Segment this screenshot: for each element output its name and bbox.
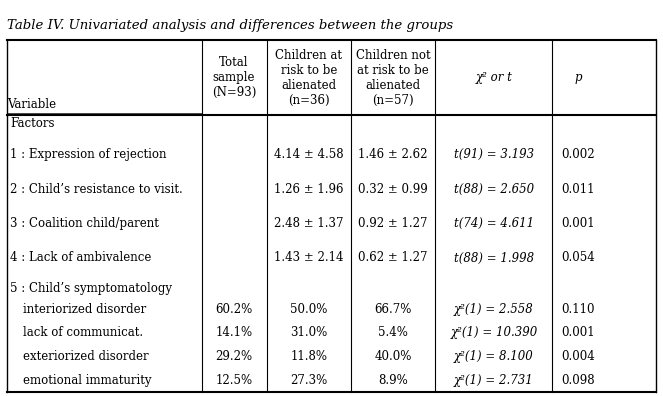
- Text: 12.5%: 12.5%: [215, 374, 253, 386]
- Text: 29.2%: 29.2%: [215, 350, 253, 363]
- Text: 14.1%: 14.1%: [215, 326, 253, 339]
- Text: 0.92 ± 1.27: 0.92 ± 1.27: [359, 217, 428, 230]
- Text: t(91) = 3.193: t(91) = 3.193: [454, 148, 534, 161]
- Text: χ²(1) = 10.390: χ²(1) = 10.390: [450, 326, 538, 339]
- Text: 0.001: 0.001: [562, 326, 595, 339]
- Text: 50.0%: 50.0%: [290, 303, 328, 316]
- Text: 5.4%: 5.4%: [379, 326, 408, 339]
- Text: 0.001: 0.001: [562, 217, 595, 230]
- Text: 66.7%: 66.7%: [375, 303, 412, 316]
- Text: 1.43 ± 2.14: 1.43 ± 2.14: [274, 251, 343, 265]
- Text: Variable: Variable: [7, 98, 56, 111]
- Text: t(74) = 4.611: t(74) = 4.611: [454, 217, 534, 230]
- Text: t(88) = 2.650: t(88) = 2.650: [454, 183, 534, 196]
- Text: 60.2%: 60.2%: [215, 303, 253, 316]
- Text: emotional immaturity: emotional immaturity: [23, 374, 152, 386]
- Text: Children at
risk to be
alienated
(n=36): Children at risk to be alienated (n=36): [275, 49, 342, 107]
- Text: 0.054: 0.054: [562, 251, 595, 265]
- Text: interiorized disorder: interiorized disorder: [23, 303, 147, 316]
- Text: Table IV. Univariated analysis and differences between the groups: Table IV. Univariated analysis and diffe…: [7, 19, 453, 32]
- Text: exteriorized disorder: exteriorized disorder: [23, 350, 149, 363]
- Text: χ²(1) = 2.731: χ²(1) = 2.731: [454, 374, 534, 386]
- Text: 0.002: 0.002: [562, 148, 595, 161]
- Text: 4 : Lack of ambivalence: 4 : Lack of ambivalence: [10, 251, 151, 265]
- Text: 27.3%: 27.3%: [290, 374, 328, 386]
- Text: Total
sample
(N=93): Total sample (N=93): [212, 56, 256, 99]
- Text: 1 : Expression of rejection: 1 : Expression of rejection: [10, 148, 166, 161]
- Text: lack of communicat.: lack of communicat.: [23, 326, 143, 339]
- Text: χ²(1) = 8.100: χ²(1) = 8.100: [454, 350, 534, 363]
- Text: 0.004: 0.004: [562, 350, 595, 363]
- Text: Factors: Factors: [10, 117, 54, 130]
- Text: 1.26 ± 1.96: 1.26 ± 1.96: [274, 183, 343, 196]
- Text: χ²(1) = 2.558: χ²(1) = 2.558: [454, 303, 534, 316]
- Text: 0.32 ± 0.99: 0.32 ± 0.99: [358, 183, 428, 196]
- Text: 2 : Child’s resistance to visit.: 2 : Child’s resistance to visit.: [10, 183, 183, 196]
- Text: t(88) = 1.998: t(88) = 1.998: [454, 251, 534, 265]
- Text: 11.8%: 11.8%: [290, 350, 328, 363]
- Text: Children not
at risk to be
alienated
(n=57): Children not at risk to be alienated (n=…: [356, 49, 430, 107]
- Text: 40.0%: 40.0%: [375, 350, 412, 363]
- Text: p: p: [575, 71, 582, 84]
- Text: 0.011: 0.011: [562, 183, 595, 196]
- Text: 0.098: 0.098: [562, 374, 595, 386]
- Text: 5 : Child’s symptomatology: 5 : Child’s symptomatology: [10, 282, 172, 295]
- Text: 3 : Coalition child/parent: 3 : Coalition child/parent: [10, 217, 159, 230]
- Text: 0.62 ± 1.27: 0.62 ± 1.27: [359, 251, 428, 265]
- Text: 4.14 ± 4.58: 4.14 ± 4.58: [274, 148, 343, 161]
- Text: 0.110: 0.110: [562, 303, 595, 316]
- Text: 2.48 ± 1.37: 2.48 ± 1.37: [274, 217, 343, 230]
- Text: 31.0%: 31.0%: [290, 326, 328, 339]
- Text: χ² or t: χ² or t: [475, 71, 512, 84]
- Text: 8.9%: 8.9%: [379, 374, 408, 386]
- Text: 1.46 ± 2.62: 1.46 ± 2.62: [359, 148, 428, 161]
